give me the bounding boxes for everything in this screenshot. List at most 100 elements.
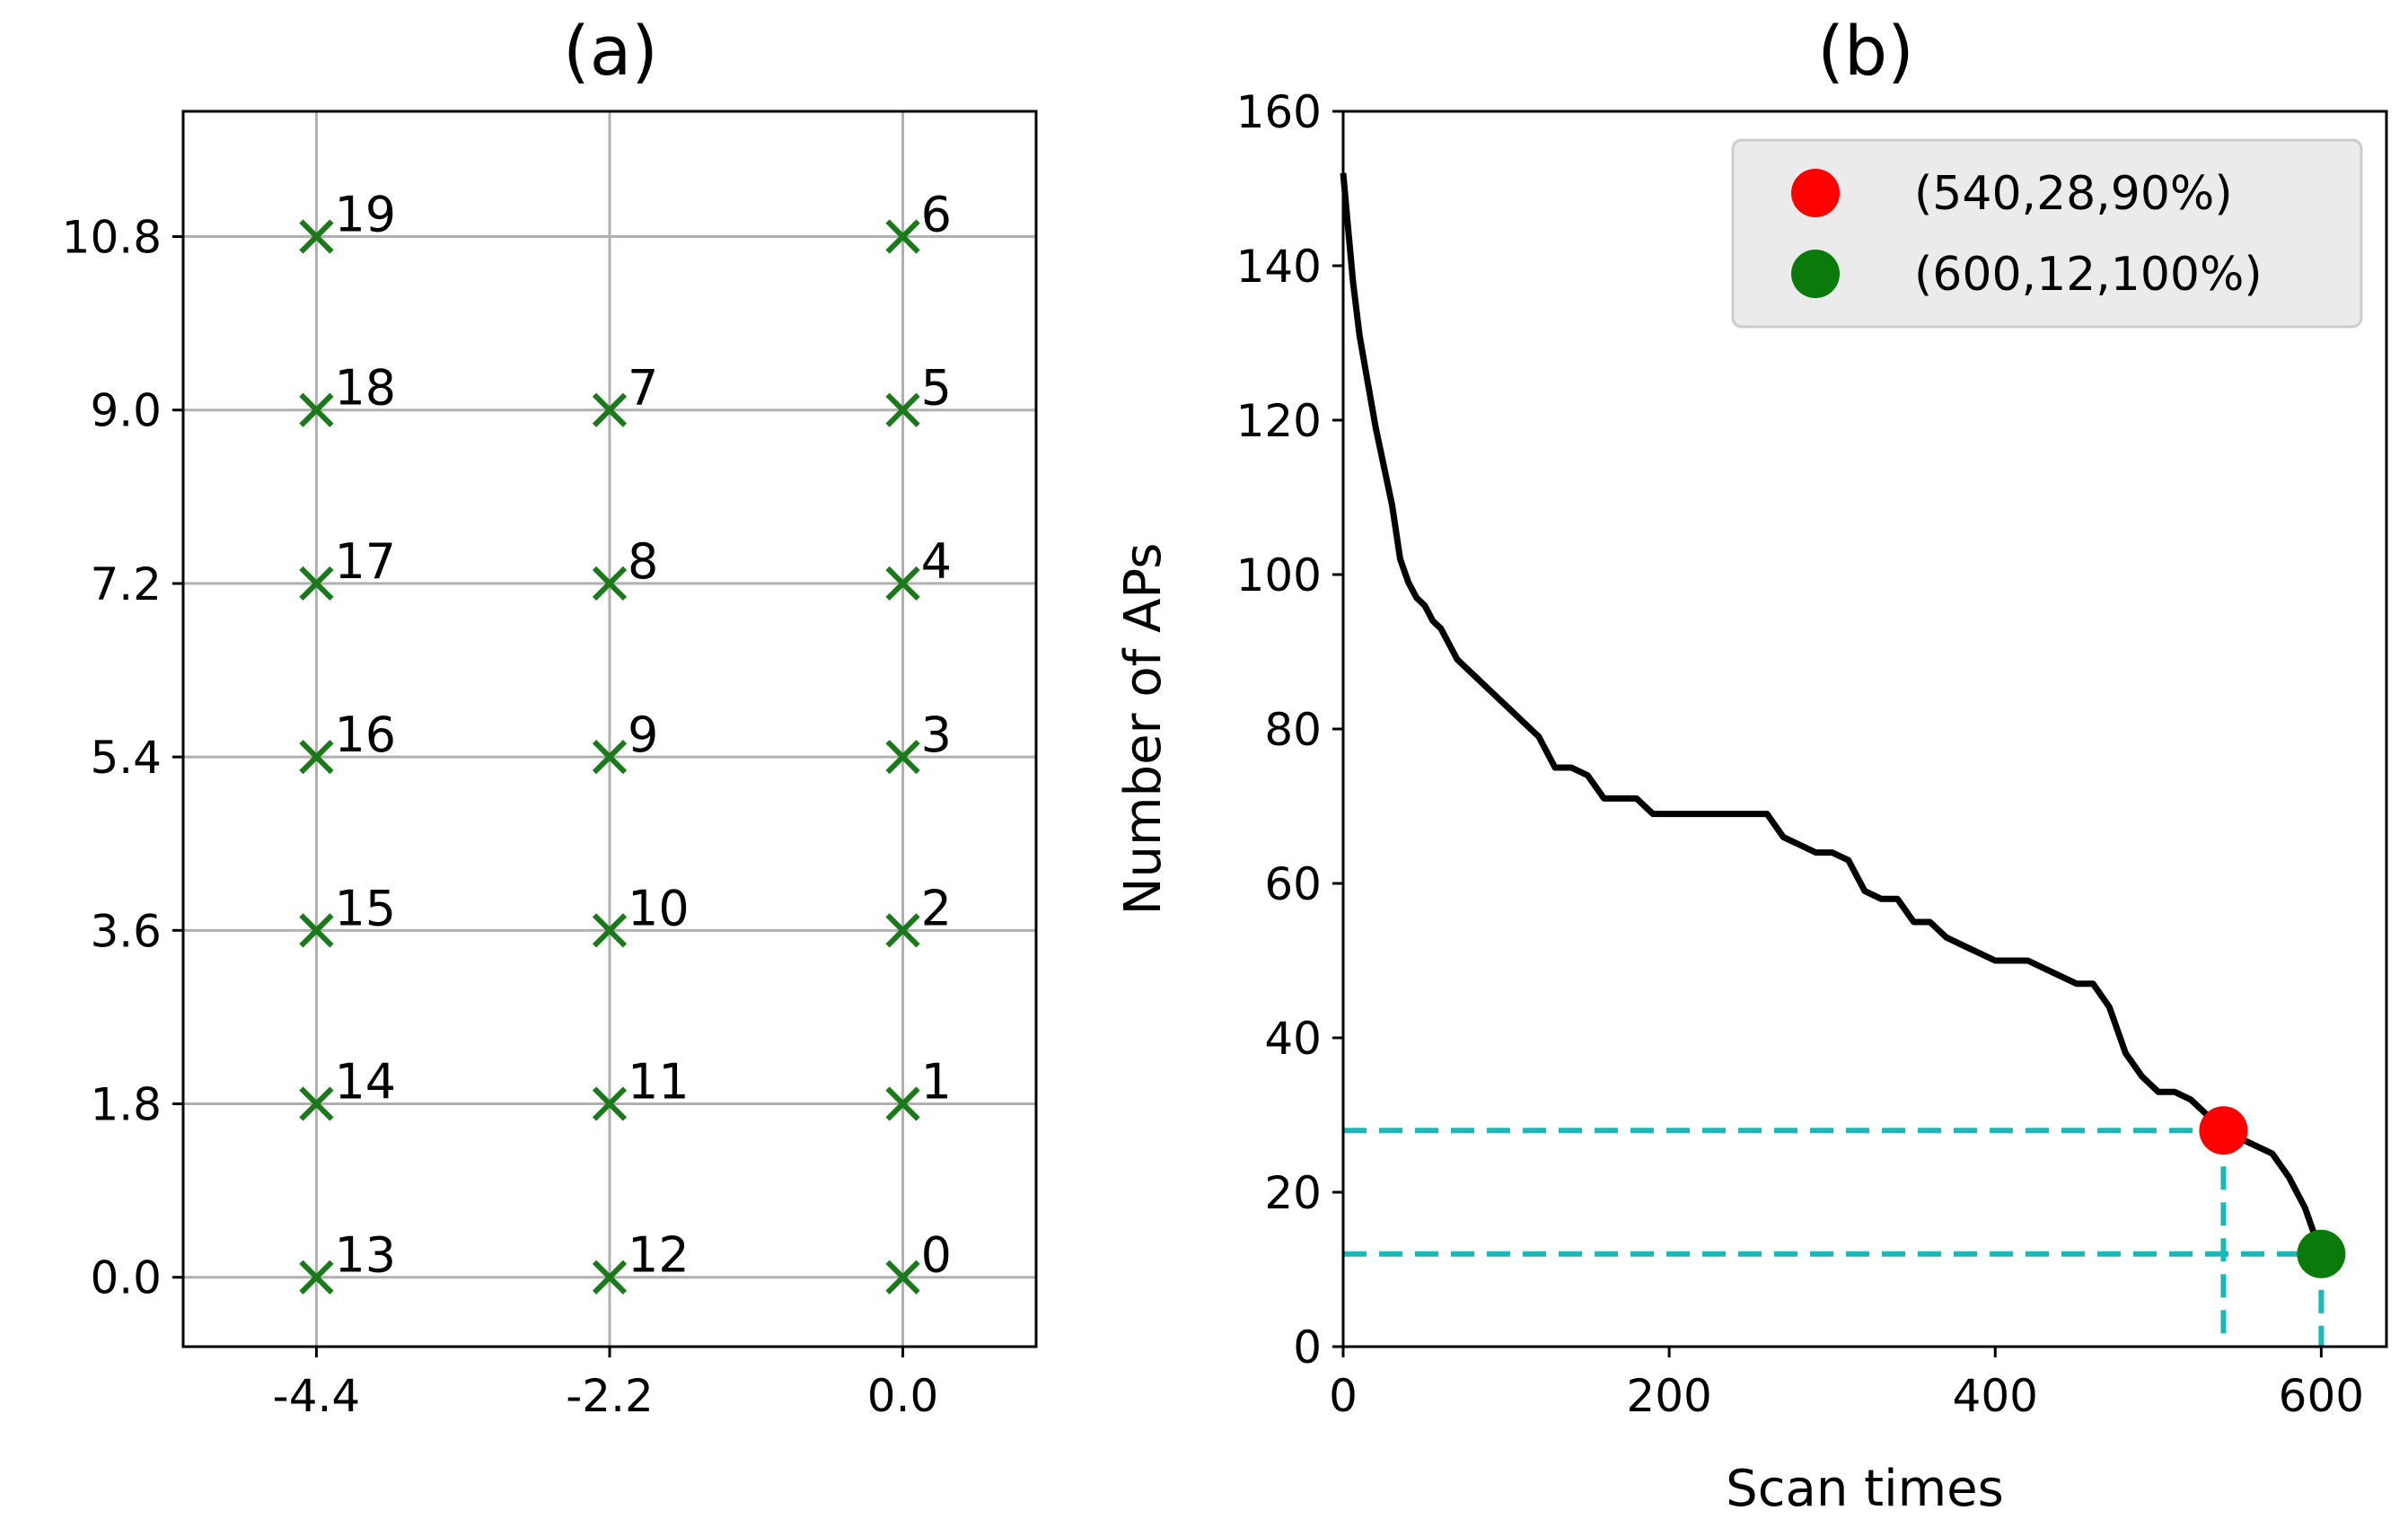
panel-a-y-tick-label: 3.6	[90, 905, 162, 957]
x-marker	[885, 740, 920, 775]
panel-b-x-ticks: 0 200 400 600	[1329, 1347, 2364, 1422]
x-marker	[299, 392, 334, 427]
panel-b-y-tick-label: 160	[1236, 86, 1322, 138]
highlight-point-1	[2297, 1229, 2346, 1278]
scatter-point-18: 18	[299, 360, 396, 427]
panel-b-y-tick-label: 20	[1264, 1167, 1322, 1219]
x-marker	[885, 913, 920, 948]
x-marker	[592, 740, 628, 775]
x-marker	[299, 566, 334, 602]
point-label: 2	[921, 880, 952, 936]
panel-a-y-tick-label: 0.0	[90, 1252, 162, 1304]
panel-b-y-axis-label: Number of APs	[1114, 543, 1173, 916]
panel-b-x-tick-label: 600	[2279, 1370, 2364, 1422]
panel-b-x-axis-label: Scan times	[1726, 1460, 2004, 1518]
panel-a-y-tick-label: 1.8	[90, 1079, 162, 1131]
panel-b-y-tick-label: 80	[1264, 704, 1322, 756]
x-marker	[299, 1086, 334, 1121]
x-marker	[885, 392, 920, 427]
panel-b-y-ticks: 0 20 40 60 80 100 120 140 160	[1236, 86, 1343, 1374]
panel-a-x-tick-label: 0.0	[867, 1370, 939, 1422]
panel-a-frame	[181, 110, 1038, 1348]
point-label: 16	[334, 707, 396, 763]
panel-b-y-tick-label: 140	[1236, 241, 1322, 293]
panel-a-y-tick-label: 9.0	[90, 385, 162, 437]
point-label: 11	[628, 1054, 690, 1111]
point-label: 1	[921, 1054, 952, 1111]
x-marker	[885, 1260, 920, 1295]
x-marker	[592, 392, 628, 427]
legend-label-green: (600,12,100%)	[1914, 248, 2263, 302]
panel-a-grid	[183, 111, 1036, 1347]
point-label: 13	[334, 1227, 396, 1284]
point-label: 12	[628, 1227, 690, 1284]
panel-a-y-tick-label: 5.4	[90, 732, 162, 784]
point-label: 10	[628, 880, 690, 936]
scatter-point-5: 5	[885, 360, 952, 427]
scatter-point-3: 3	[885, 707, 952, 775]
scatter-point-17: 17	[299, 533, 396, 602]
panel-b-frame	[1341, 110, 2388, 1348]
scatter-point-4: 4	[885, 533, 952, 602]
point-label: 4	[921, 533, 952, 590]
scatter-point-0: 0	[885, 1227, 952, 1295]
legend-marker-green	[1791, 250, 1840, 298]
legend-box	[1731, 138, 2363, 329]
point-label: 0	[921, 1227, 952, 1284]
panel-a-y-tick-label: 10.8	[62, 212, 162, 264]
panel-b-x-tick-label: 200	[1626, 1370, 1711, 1422]
scatter-point-16: 16	[299, 707, 396, 775]
x-marker	[592, 1086, 628, 1121]
panel-a-x-tick-label: -4.4	[273, 1370, 361, 1422]
scatter-point-11: 11	[592, 1054, 690, 1121]
scatter-point-1: 1	[885, 1054, 952, 1121]
x-marker	[299, 913, 334, 948]
panel-a-x-ticks: -4.4 -2.2 0.0	[273, 1347, 939, 1422]
panel-b-title: (b)	[1817, 11, 1914, 91]
x-marker	[299, 1260, 334, 1295]
scatter-point-7: 7	[592, 360, 658, 427]
panel-b-x-tick-label: 0	[1329, 1370, 1358, 1422]
scatter-point-12: 12	[592, 1227, 690, 1295]
scatter-point-10: 10	[592, 880, 690, 948]
scatter-point-6: 6	[885, 187, 952, 254]
x-marker	[885, 1086, 920, 1121]
x-marker	[299, 219, 334, 254]
point-label: 3	[921, 707, 952, 763]
panel-b-reference-lines	[1343, 1128, 2325, 1347]
point-label: 6	[921, 187, 952, 243]
scatter-point-8: 8	[592, 533, 658, 602]
point-label: 14	[334, 1054, 396, 1111]
point-label: 17	[334, 533, 396, 590]
panel-b-x-tick-label: 400	[1953, 1370, 2038, 1422]
scatter-point-19: 19	[299, 187, 396, 254]
legend-label-red: (540,28,90%)	[1914, 167, 2233, 221]
panel-b-y-tick-label: 120	[1236, 395, 1322, 447]
highlight-point-0	[2199, 1106, 2248, 1155]
panel-b-y-tick-label: 0	[1293, 1322, 1322, 1374]
panel-b-series-line	[1340, 172, 2325, 1255]
x-marker	[299, 740, 334, 775]
x-marker	[592, 913, 628, 948]
point-label: 18	[334, 360, 396, 417]
point-label: 7	[628, 360, 658, 417]
scatter-point-2: 2	[885, 880, 952, 948]
point-label: 15	[334, 880, 396, 936]
point-label: 9	[628, 707, 658, 763]
scatter-point-15: 15	[299, 880, 396, 948]
legend-marker-red	[1791, 169, 1840, 217]
panel-b-y-tick-label: 100	[1236, 549, 1322, 602]
panel-b-y-tick-label: 40	[1264, 1013, 1322, 1065]
panel-a-y-tick-label: 7.2	[90, 558, 162, 610]
x-marker	[592, 566, 628, 602]
point-label: 19	[334, 187, 396, 243]
panel-a-x-tick-label: -2.2	[566, 1370, 654, 1422]
point-label: 8	[628, 533, 658, 590]
scatter-point-13: 13	[299, 1227, 396, 1295]
panel-b-y-tick-label: 60	[1264, 858, 1322, 910]
panel-b-line-chart: (b) 0 200 400 600 0 20 40 60 80 100 120 140 160 Sca…	[1114, 11, 2388, 1518]
point-label: 5	[921, 360, 952, 417]
